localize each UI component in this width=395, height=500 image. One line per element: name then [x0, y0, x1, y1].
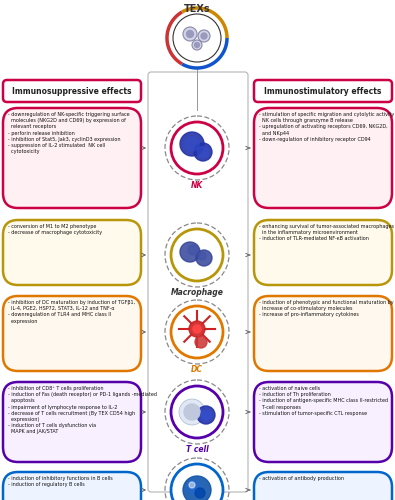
Text: Macrophage: Macrophage — [171, 288, 224, 297]
Text: - stimulation of specific migration and cytolytic activity of
  NK cells through: - stimulation of specific migration and … — [259, 112, 395, 142]
Circle shape — [183, 476, 211, 500]
Text: - induction of phenotypic and functional maturation by
  increase of co-stimulat: - induction of phenotypic and functional… — [259, 300, 394, 318]
FancyBboxPatch shape — [254, 472, 392, 500]
Circle shape — [195, 336, 207, 348]
Circle shape — [171, 464, 223, 500]
Circle shape — [173, 14, 221, 62]
FancyBboxPatch shape — [3, 382, 141, 462]
Circle shape — [171, 306, 223, 358]
Circle shape — [201, 33, 207, 39]
Circle shape — [186, 30, 194, 38]
Circle shape — [192, 40, 202, 50]
Circle shape — [180, 132, 204, 156]
Text: - inhibition of DC maturation by induction of TGFβ1,
  IL-4, PGE2, HSP72, STAT3,: - inhibition of DC maturation by inducti… — [8, 300, 135, 324]
FancyBboxPatch shape — [254, 296, 392, 371]
Circle shape — [171, 229, 223, 281]
Text: T cell: T cell — [186, 445, 209, 454]
FancyBboxPatch shape — [3, 220, 141, 285]
Circle shape — [180, 242, 200, 262]
Circle shape — [179, 399, 205, 425]
Circle shape — [201, 410, 211, 420]
Text: TEXs: TEXs — [184, 4, 210, 14]
Circle shape — [185, 137, 199, 151]
FancyBboxPatch shape — [3, 472, 141, 500]
FancyBboxPatch shape — [254, 80, 392, 102]
Circle shape — [196, 250, 212, 266]
FancyBboxPatch shape — [254, 382, 392, 462]
Text: - enhancing survival of tumor-associated macrophages
  in the inflammatory micro: - enhancing survival of tumor-associated… — [259, 224, 394, 242]
Text: DC: DC — [191, 365, 203, 374]
Text: NK: NK — [191, 181, 203, 190]
FancyBboxPatch shape — [254, 108, 392, 208]
FancyBboxPatch shape — [148, 72, 248, 492]
Circle shape — [198, 30, 210, 42]
Text: Immunosuppressive effects: Immunosuppressive effects — [12, 86, 132, 96]
Circle shape — [187, 480, 201, 494]
Text: - activation of naive cells
- induction of Th proliferation
- induction of antig: - activation of naive cells - induction … — [259, 386, 388, 416]
Circle shape — [188, 245, 198, 255]
Text: - inhibition of CD8⁺ T cells proliferation
- induction of Fas (death receptor) o: - inhibition of CD8⁺ T cells proliferati… — [8, 386, 157, 434]
Text: - activation of antibody production: - activation of antibody production — [259, 476, 344, 481]
Text: Immunostimulatory effects: Immunostimulatory effects — [264, 86, 382, 96]
FancyBboxPatch shape — [254, 220, 392, 285]
Text: - conversion of M1 to M2 phenotype
- decrease of macrophage cytotoxicity: - conversion of M1 to M2 phenotype - dec… — [8, 224, 102, 235]
Circle shape — [195, 488, 205, 498]
Circle shape — [198, 146, 209, 158]
Circle shape — [183, 27, 197, 41]
FancyBboxPatch shape — [3, 108, 141, 208]
Circle shape — [193, 325, 201, 333]
Circle shape — [197, 406, 215, 424]
Circle shape — [171, 122, 223, 174]
Text: - downregulation of NK-specific triggering surface
  molecules (NKG2D and CD69) : - downregulation of NK-specific triggeri… — [8, 112, 130, 154]
Circle shape — [189, 321, 205, 337]
FancyBboxPatch shape — [3, 80, 141, 102]
FancyBboxPatch shape — [3, 296, 141, 371]
Circle shape — [198, 252, 206, 260]
Circle shape — [171, 386, 223, 438]
Circle shape — [189, 482, 195, 488]
Circle shape — [194, 42, 199, 48]
Circle shape — [194, 143, 212, 161]
Circle shape — [184, 404, 200, 420]
Text: - induction of inhibitory functions in B cells
- induction of regulatory B cells: - induction of inhibitory functions in B… — [8, 476, 113, 487]
